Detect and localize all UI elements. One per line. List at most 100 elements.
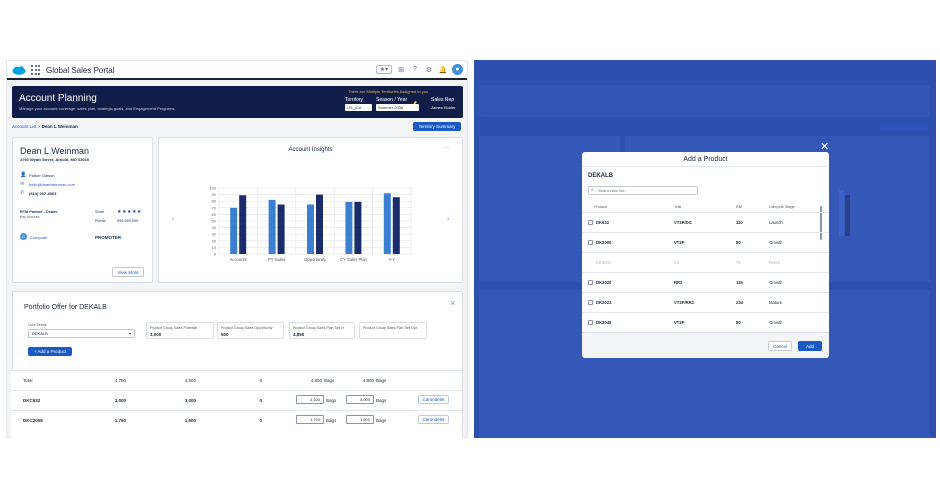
col-header-product: Product (594, 205, 608, 209)
partner-sub: Key Account (20, 215, 40, 219)
computer-badge-icon: C (20, 233, 27, 240)
list-item[interactable]: DK2045 VT2P 80 Growth (582, 312, 829, 332)
contact-email[interactable]: hello@deanweinman.com (29, 181, 76, 187)
bell-icon[interactable]: 🔔 (438, 66, 448, 74)
list-item[interactable]: DK2023 VT2P/RR2 234 Mature (582, 292, 829, 312)
list-item[interactable]: DK632 VT2P/DG 110 Launch (582, 212, 829, 232)
row-checkbox[interactable] (588, 300, 593, 305)
modal-close-icon[interactable]: ✕ (820, 141, 830, 153)
season-label: Season / Year (376, 97, 408, 103)
list-item[interactable]: DK2020 RR2 115 Growth (582, 272, 829, 292)
partner-title: RTM Partner - Dealer (20, 210, 58, 214)
sell-in-input[interactable]: 3,100 (296, 395, 324, 404)
metric-label: Product Group Sales Plan Sell In (293, 326, 345, 330)
row-product: DK3000 (596, 260, 612, 265)
contact-phone-line: ✆ (614) 267-4963 (20, 190, 56, 196)
row-checkbox[interactable] (588, 240, 593, 245)
col-header-sales: 2025 Sales (109, 426, 127, 430)
row-rm: 234 (736, 300, 743, 305)
chevron-left-icon[interactable]: ‹ (172, 216, 175, 223)
page-banner: Account Planning Manage your account cov… (12, 86, 463, 118)
favorites-star-icon[interactable]: ★▾ (376, 65, 392, 74)
view-more-button[interactable]: View More (112, 267, 144, 277)
y-tick-label: 10 (212, 245, 217, 250)
ghost-bar (839, 190, 844, 236)
add-product-button[interactable]: + Add a Product (28, 347, 72, 356)
insights-card: Account Insights ··· ‹ › 0 10 20 30 40 50 60 70… (158, 137, 463, 283)
add-product-screen: ✕ Add a Product DEKALB Search this list.… (474, 60, 936, 438)
salesforce-logo-icon (12, 66, 26, 75)
scrollbar[interactable] (820, 206, 822, 240)
x-tick-label: Accounts (230, 257, 247, 262)
gear-icon[interactable]: ⚙ (425, 66, 433, 74)
help-icon[interactable]: ? (413, 66, 417, 73)
row-action-button[interactable]: Carondelet (418, 395, 449, 404)
chart-bar (392, 197, 400, 254)
x-tick-label: Opportunity (304, 257, 327, 262)
breadcrumb-current: Dean L Weinman (41, 124, 78, 129)
cancel-button[interactable]: Cancel (768, 341, 792, 351)
row-product: DK2020 (596, 280, 612, 285)
list-item: DK3000 SS 78 Retire (582, 252, 829, 272)
row-checkbox[interactable] (588, 320, 593, 325)
y-tick-label: 60 (212, 212, 217, 217)
metric-card: Product Group Sales Potential 3,000 (146, 322, 214, 339)
y-tick-label: 40 (212, 225, 217, 230)
col-header-trait: Trait (674, 205, 682, 209)
core-seeds-select[interactable]: DEKALB ▾ (28, 329, 135, 338)
y-tick-label: 100 (209, 186, 216, 191)
add-icon[interactable]: ⊞ (398, 66, 404, 74)
rating-stars-icon: ★★★★★ (117, 209, 142, 215)
breadcrumb-parent[interactable]: Account List (12, 124, 37, 129)
col-header-rm: RM (736, 205, 742, 209)
app-launcher-icon[interactable] (31, 65, 41, 75)
contact-person-line: 👤 Parker Gibson (20, 172, 55, 178)
row-checkbox[interactable] (588, 220, 593, 225)
row-stage: Retire (769, 260, 781, 265)
list-item[interactable]: DK2000 VT2P 80 Growth (582, 232, 829, 252)
insights-title: Account Insights (288, 147, 333, 153)
chevron-right-icon[interactable]: › (447, 216, 450, 223)
breadcrumb: Account List > Dean L Weinman (12, 124, 78, 129)
metric-label: Product Group Sales Potential (150, 326, 198, 330)
y-tick-label: 90 (212, 192, 217, 197)
row-rm: 80 (736, 320, 741, 325)
row-trait: VT2P/DG (674, 220, 692, 225)
contact-email-line: ✉ hello@deanweinman.com (20, 181, 75, 187)
chart-bar (239, 195, 247, 254)
season-select[interactable]: Summer 2038 (376, 104, 419, 111)
more-options-icon[interactable]: ··· (443, 145, 449, 151)
row-product: DK2045 (596, 320, 612, 325)
contact-phone[interactable]: (614) 267-4963 (29, 190, 57, 196)
modal-title: Add a Product (683, 156, 728, 163)
ghost-button (880, 121, 928, 130)
row-trait: VT2P (674, 320, 685, 325)
territory-summary-button[interactable]: Territory Summary (413, 122, 461, 131)
chart-bar (345, 201, 353, 254)
search-input[interactable]: Search this list... (588, 186, 698, 195)
row-action-button[interactable]: Carondelet (418, 415, 449, 424)
sales-rep-label: Sales Rep (431, 97, 455, 103)
col-header-product: Product (28, 426, 41, 430)
sales-rep-value: James Kidder (431, 105, 456, 110)
chart-bar (307, 204, 314, 254)
territory-alert: There are Multiple Territories Assigned … (348, 89, 429, 94)
promoter-status: PROMOTER (95, 235, 122, 240)
avatar[interactable]: ● (452, 64, 463, 75)
y-tick-label: 80 (212, 199, 217, 204)
row-checkbox[interactable] (588, 280, 593, 285)
ghost-banner (479, 85, 930, 117)
sell-out-input[interactable]: 1,500 (346, 415, 374, 424)
close-icon[interactable]: × (450, 298, 456, 308)
row-rm: 80 (736, 240, 741, 245)
add-button[interactable]: Add (798, 341, 822, 351)
col-header-inventory: 2025 Current Inventory (242, 421, 263, 429)
sell-in-input[interactable]: 1,750 (296, 415, 324, 424)
row-stage: Growth (769, 240, 783, 245)
metric-value: 4,850 (293, 332, 305, 337)
y-tick-label: 20 (212, 238, 217, 243)
app-name: Global Sales Portal (46, 66, 115, 75)
y-tick-label: 70 (212, 205, 217, 210)
territory-select[interactable]: US_ICA (345, 104, 372, 111)
sell-out-input[interactable]: 3,000 (346, 395, 374, 404)
